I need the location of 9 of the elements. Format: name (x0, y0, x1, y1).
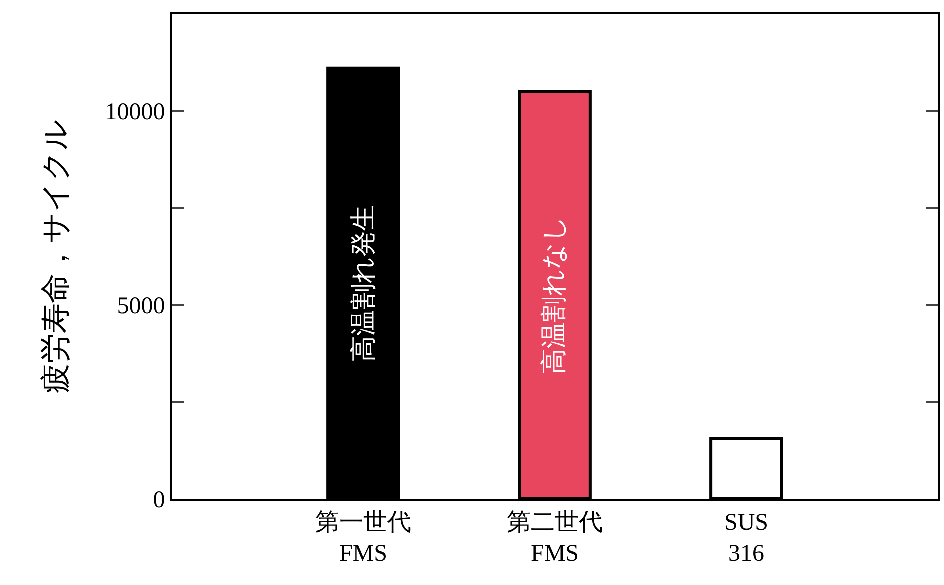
x-tick-label: SUS 316 (724, 510, 769, 567)
y-tick-label: 0 (153, 487, 166, 514)
x-tick-label: 第二世代 FMS (507, 510, 603, 567)
annotation: 高温割れ発生 (348, 205, 379, 362)
y-axis-title: 疲労寿命，サイクル (38, 120, 74, 394)
x-tick-label: 第一世代 FMS (316, 510, 412, 567)
y-tick-label: 5000 (117, 293, 166, 320)
annotation: 高温割れなし (540, 215, 570, 374)
y-tick-label: 10000 (105, 99, 166, 126)
